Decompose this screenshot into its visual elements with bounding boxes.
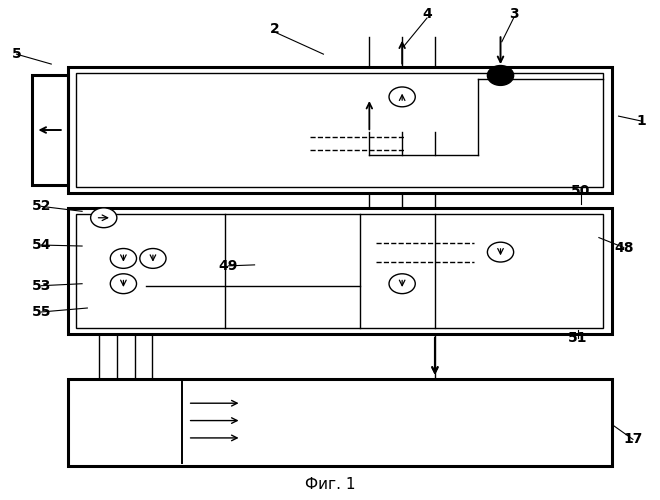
Text: 1: 1 xyxy=(637,114,646,128)
Bar xyxy=(68,379,612,466)
Circle shape xyxy=(90,208,117,228)
Bar xyxy=(32,76,68,184)
Circle shape xyxy=(110,274,137,293)
Bar xyxy=(76,214,603,328)
Bar xyxy=(68,208,612,334)
Circle shape xyxy=(487,66,513,86)
Text: 48: 48 xyxy=(614,240,634,254)
Circle shape xyxy=(389,87,415,107)
Text: 3: 3 xyxy=(509,8,519,22)
Text: 50: 50 xyxy=(571,184,590,198)
Text: 51: 51 xyxy=(568,332,587,345)
Text: Фиг. 1: Фиг. 1 xyxy=(305,477,355,492)
Text: 4: 4 xyxy=(422,8,432,22)
Circle shape xyxy=(389,274,415,293)
Text: 49: 49 xyxy=(218,259,238,273)
Circle shape xyxy=(487,242,513,262)
Text: 5: 5 xyxy=(12,47,21,61)
Circle shape xyxy=(140,248,166,268)
Text: 52: 52 xyxy=(32,200,51,213)
Text: 2: 2 xyxy=(269,22,279,36)
Text: 54: 54 xyxy=(32,238,51,252)
Text: 17: 17 xyxy=(623,432,643,446)
Text: 55: 55 xyxy=(32,305,51,319)
Circle shape xyxy=(110,248,137,268)
Bar xyxy=(68,66,612,193)
Text: 53: 53 xyxy=(32,278,51,292)
Bar xyxy=(76,73,603,186)
